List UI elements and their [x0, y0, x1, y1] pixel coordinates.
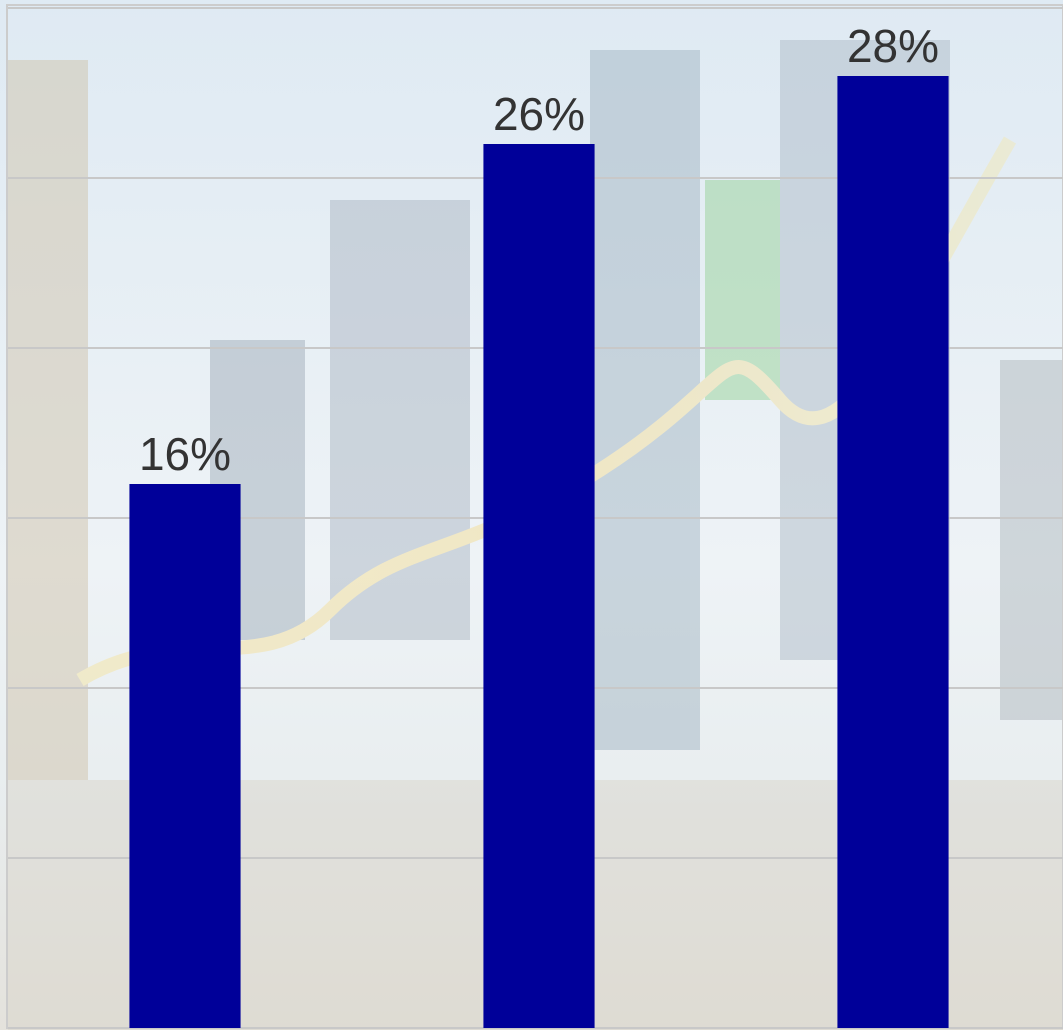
value-label: 28% [847, 20, 939, 72]
chart: 16% 26% 28% [0, 0, 1063, 1030]
value-label: 26% [493, 88, 585, 140]
bar [483, 144, 594, 1028]
bar [129, 484, 240, 1028]
value-label: 16% [139, 428, 231, 480]
bar [837, 76, 948, 1028]
page: 16%26%28% (() => { const data = JSON.par… [0, 0, 1063, 1030]
